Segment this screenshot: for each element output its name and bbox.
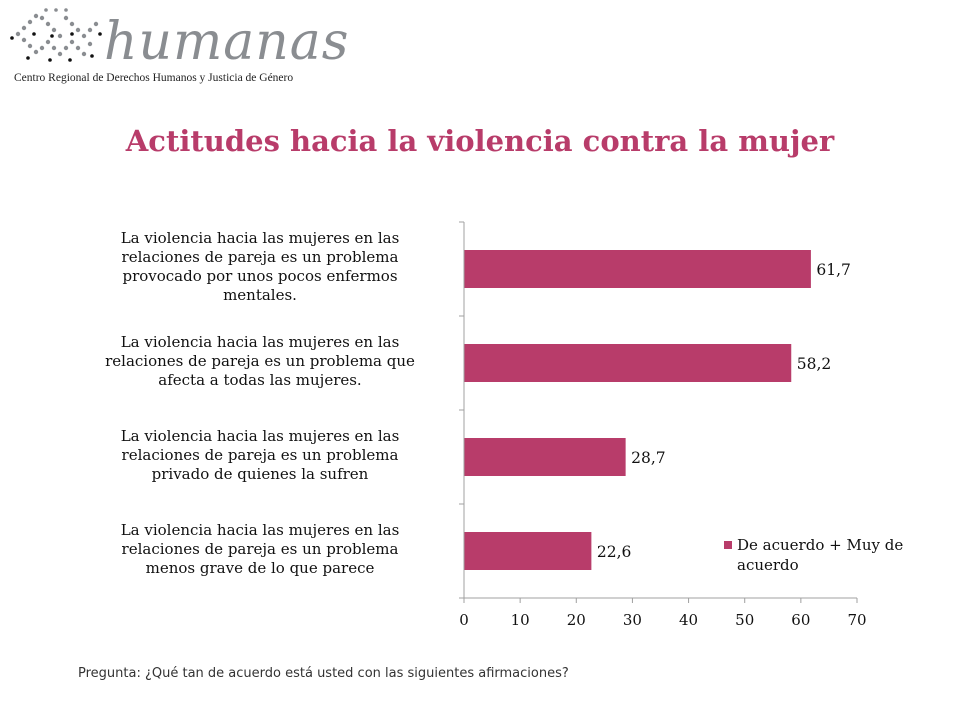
category-label-line: La violencia hacia las mujeres en las: [120, 426, 400, 445]
category-label-line: La violencia hacia las mujeres en las: [120, 332, 400, 351]
footnote: Pregunta: ¿Qué tan de acuerdo está usted…: [78, 666, 569, 681]
x-tick-label: 10: [511, 611, 530, 629]
bar: [464, 344, 792, 382]
logo-name: humanas: [104, 12, 350, 72]
bar-value-label: 61,7: [816, 261, 851, 279]
category-label-line: relaciones de pareja es un problema que: [105, 351, 415, 370]
bar-value-label: 28,7: [631, 449, 666, 467]
category-label-line: relaciones de pareja es un problema: [121, 539, 399, 558]
bar-value-label: 22,6: [597, 543, 632, 561]
category-label-line: relaciones de pareja es un problema: [121, 248, 399, 266]
category-label: La violencia hacia las mujeres en las rel…: [70, 333, 450, 390]
legend-entry: De acuerdo + Muy de acuerdo: [737, 536, 904, 574]
category-label-line: provocado por unos pocos enfermos: [122, 267, 398, 285]
x-tick-label: 40: [679, 611, 698, 629]
category-label: La violencia hacia las mujeres en las rel…: [70, 229, 450, 305]
logo-mark-icon: [10, 8, 102, 62]
x-tick-label: 60: [791, 611, 810, 629]
bar: [464, 438, 626, 476]
chart-title: Actitudes hacia la violencia contra la m…: [125, 124, 835, 158]
logo-subtitle: Centro Regional de Derechos Humanos y Ju…: [14, 72, 294, 84]
category-label-line: menos grave de lo que parece: [145, 558, 375, 577]
x-tick-label: 0: [459, 611, 469, 629]
bar-value-label: 58,2: [797, 355, 832, 373]
x-tick-label: 70: [847, 611, 866, 629]
x-tick-label: 50: [735, 611, 754, 629]
category-label-line: mentales.: [223, 286, 297, 304]
category-label: La violencia hacia las mujeres en las rel…: [70, 521, 450, 578]
x-tick-label: 30: [623, 611, 642, 629]
logo: humanas Centro Regional de Derechos Huma…: [6, 4, 348, 94]
category-label-line: La violencia hacia las mujeres en las: [120, 229, 400, 247]
category-label-line: relaciones de pareja es un problema: [121, 445, 399, 464]
bar: [464, 532, 592, 570]
category-label-line: La violencia hacia las mujeres en las: [120, 520, 400, 539]
category-label: La violencia hacia las mujeres en las rel…: [70, 427, 450, 484]
bar: [464, 250, 811, 288]
x-tick-label: 20: [567, 611, 586, 629]
legend-swatch: [724, 541, 732, 549]
category-label-line: privado de quienes la sufren: [151, 464, 369, 483]
category-label-line: afecta a todas las mujeres.: [158, 370, 362, 389]
